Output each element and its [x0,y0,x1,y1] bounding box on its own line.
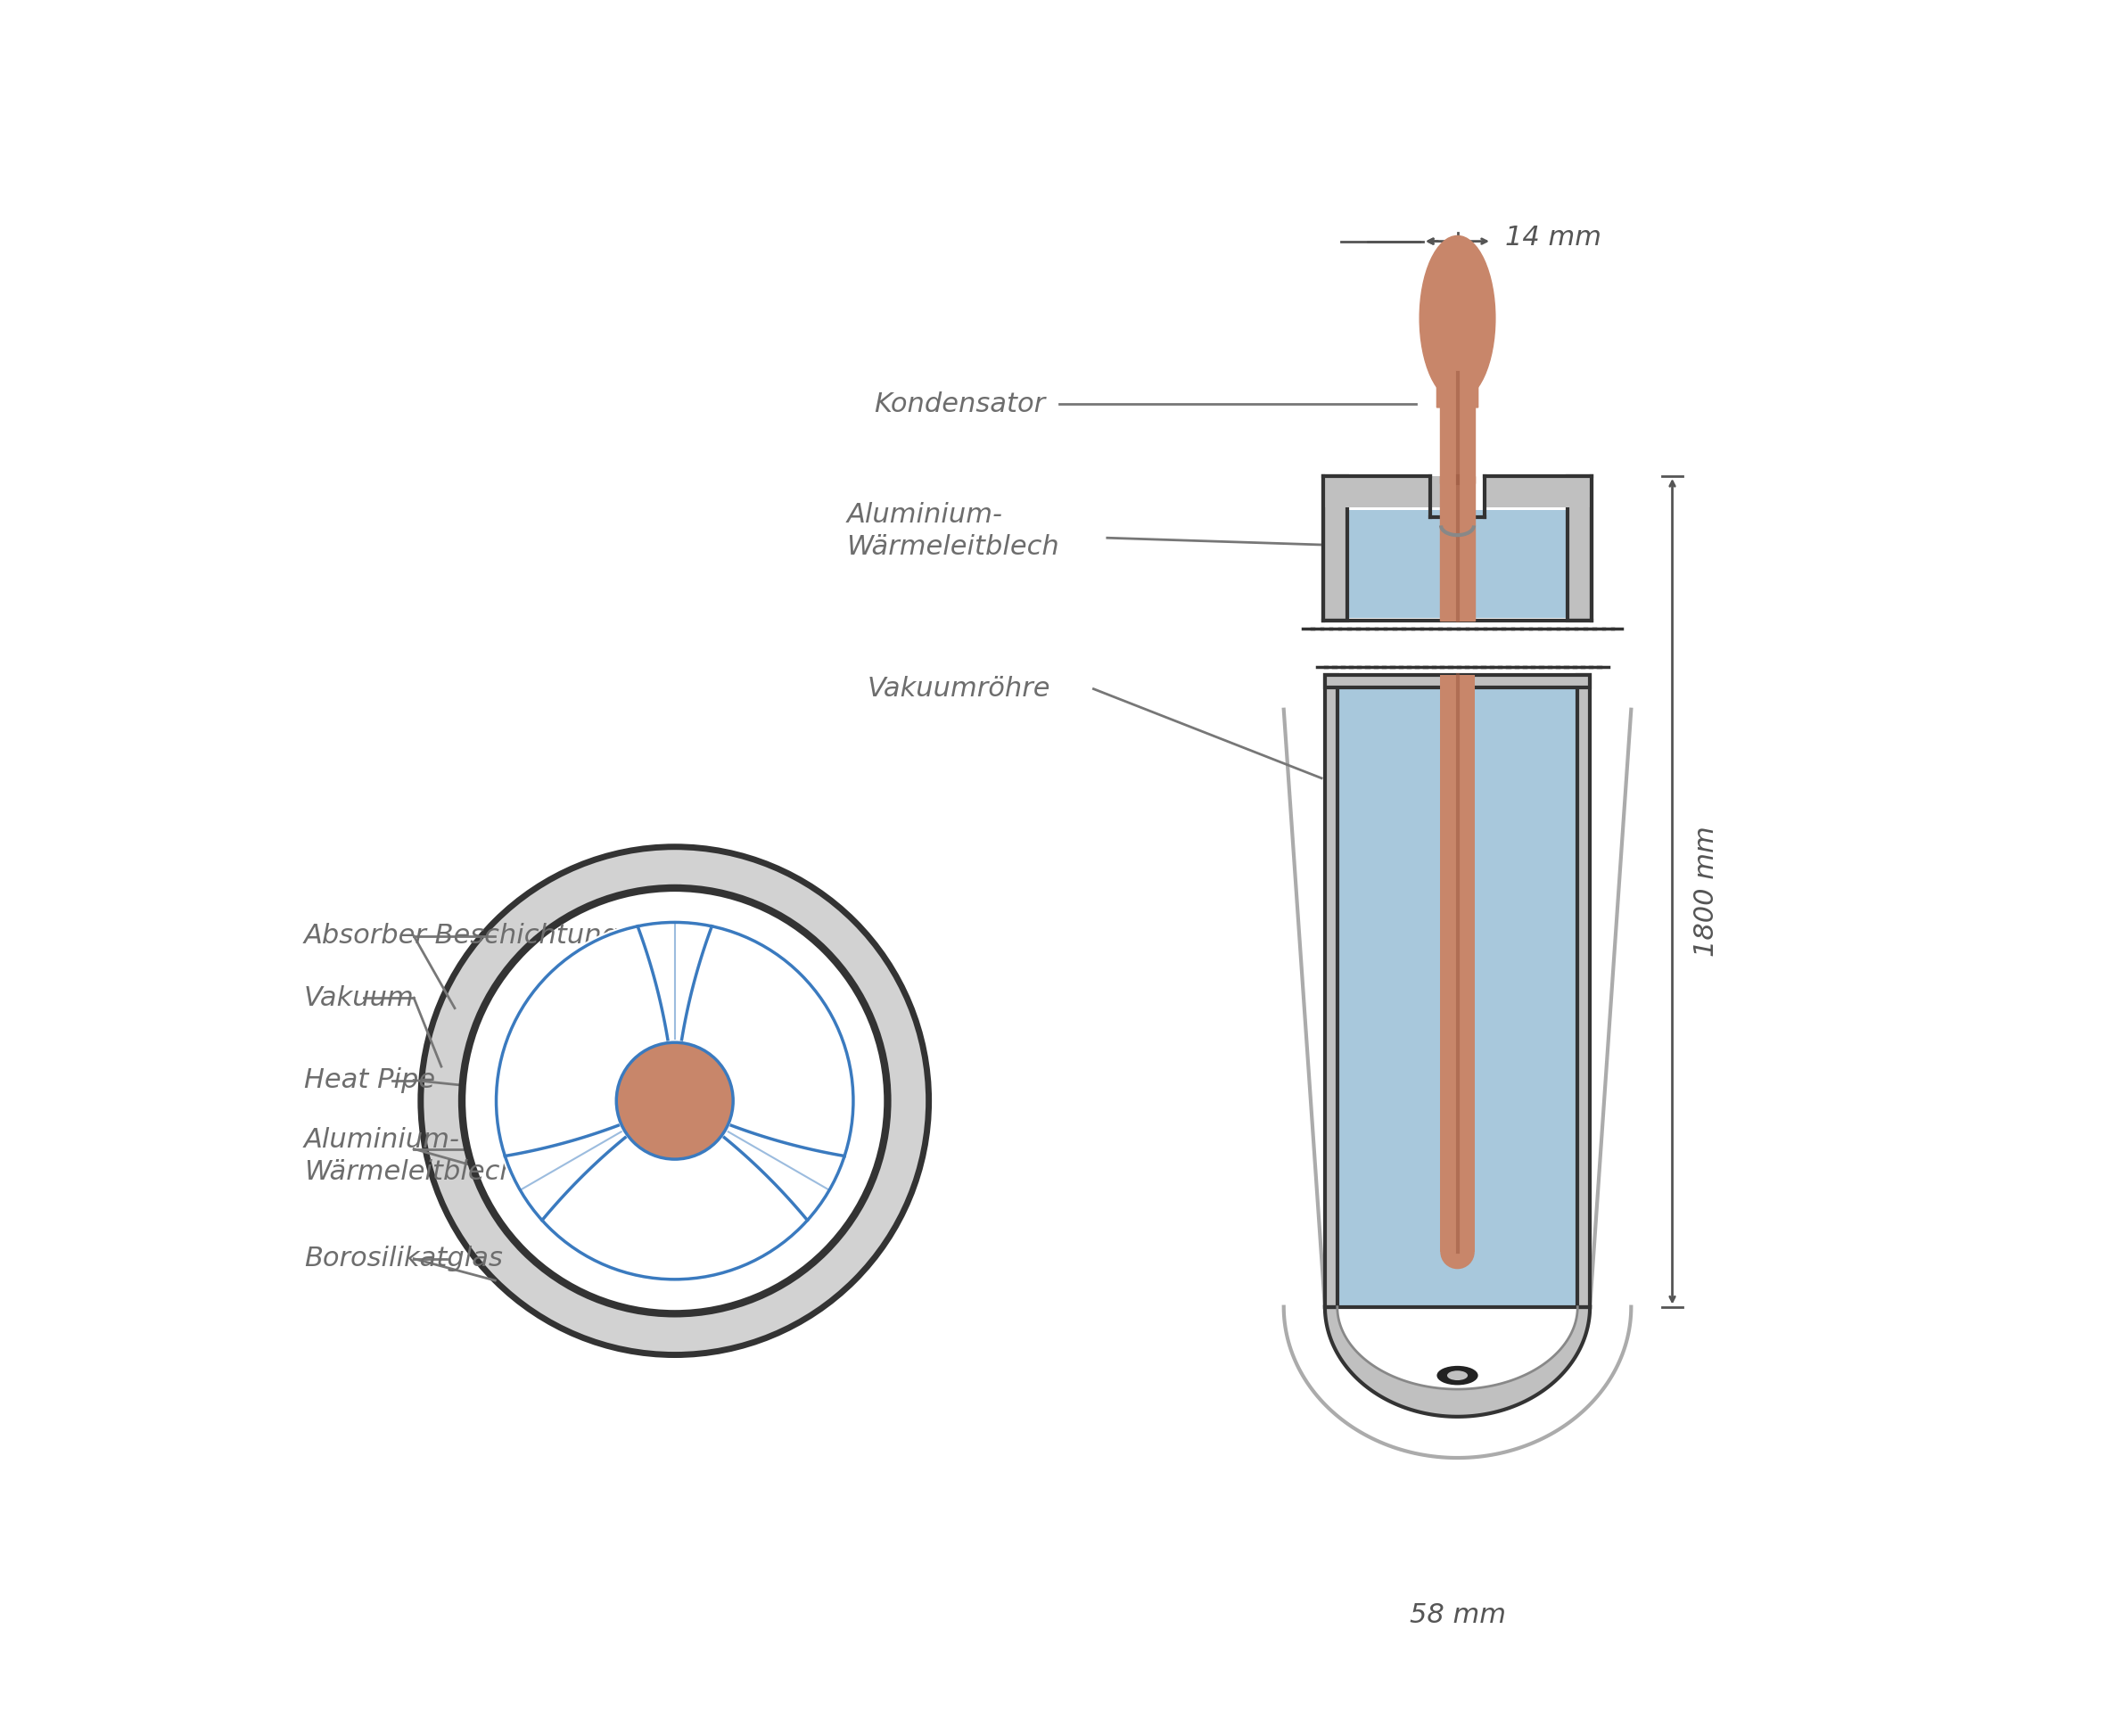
Text: 14 mm: 14 mm [1506,226,1601,250]
Ellipse shape [1447,1371,1468,1380]
Circle shape [461,889,888,1314]
Text: Aluminium-
Wärmeleitblech: Aluminium- Wärmeleitblech [305,1127,516,1184]
Circle shape [421,847,928,1354]
Ellipse shape [1419,236,1495,401]
Ellipse shape [1436,1366,1478,1385]
Bar [1324,476,1457,507]
Bar [1324,476,1347,620]
Bar [1440,373,1474,483]
Polygon shape [1324,1307,1590,1417]
Circle shape [493,918,857,1283]
Text: Kondensator: Kondensator [873,391,1045,417]
Ellipse shape [1440,1234,1474,1269]
Bar [1440,675,1474,1252]
Text: Heat Pipe: Heat Pipe [305,1068,436,1094]
Bar [1324,675,1590,687]
Text: 1800 mm: 1800 mm [1692,826,1719,957]
Text: Vakuum: Vakuum [305,984,415,1010]
Bar [1485,476,1590,507]
Bar [1324,675,1337,1307]
Text: 58 mm: 58 mm [1409,1602,1506,1628]
Bar [1440,476,1474,620]
Text: Borosilikatglas: Borosilikatglas [305,1246,503,1272]
Bar [1578,675,1590,1307]
Text: Aluminium-
Wärmeleitblech: Aluminium- Wärmeleitblech [846,502,1060,561]
Text: Absorber Beschichtung: Absorber Beschichtung [305,924,620,950]
Circle shape [615,1043,734,1160]
Bar [1324,476,1430,507]
Polygon shape [1337,1307,1578,1389]
Bar [1337,675,1578,1307]
Bar [1567,476,1590,620]
Polygon shape [1436,247,1480,408]
Text: Vakuumröhre: Vakuumröhre [867,675,1051,701]
Bar [1347,510,1567,618]
